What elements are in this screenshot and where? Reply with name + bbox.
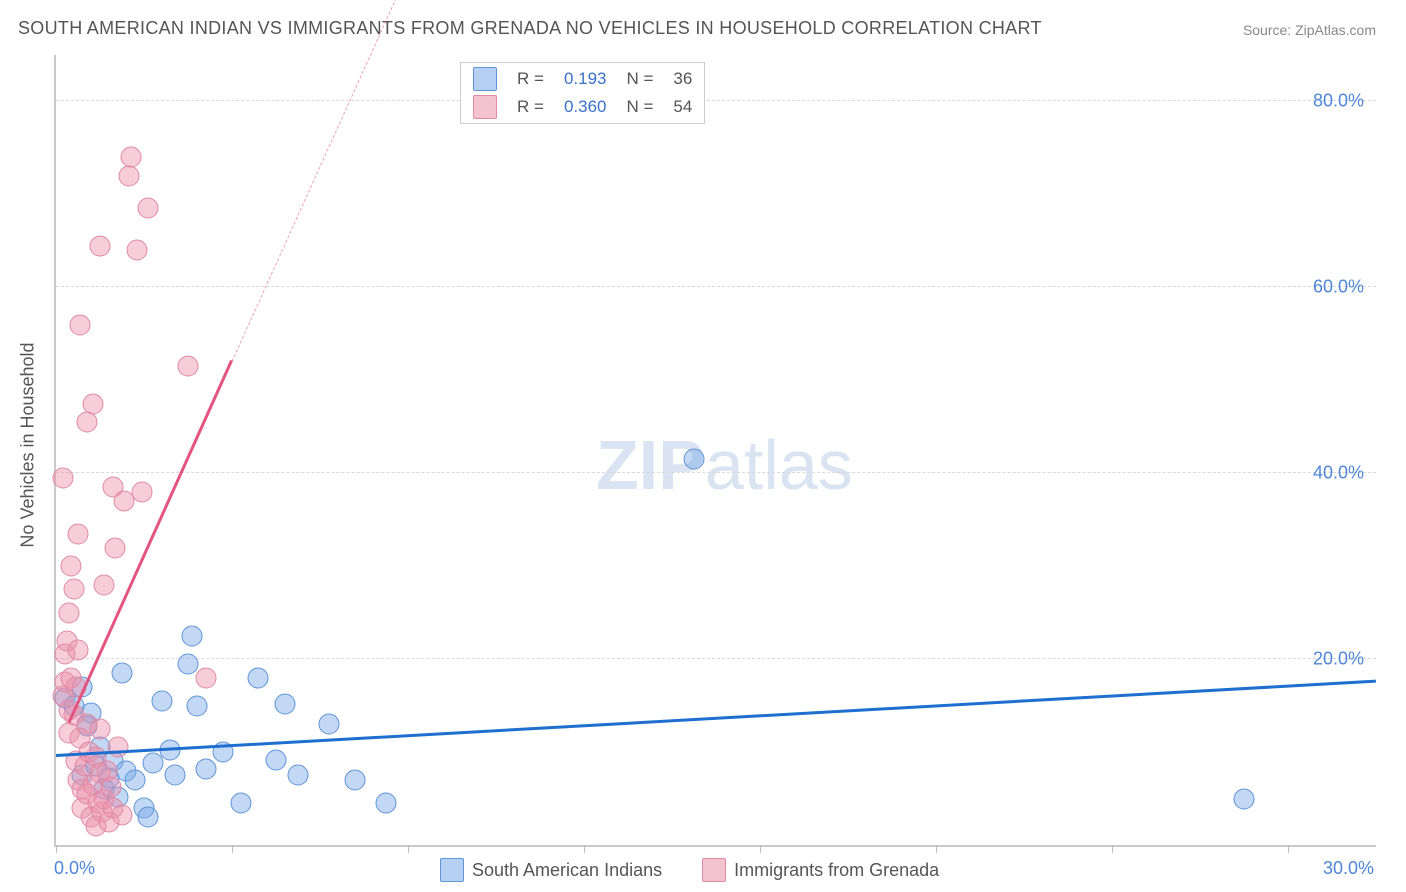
data-point xyxy=(178,356,199,377)
trend-line xyxy=(232,0,418,361)
data-point xyxy=(138,198,159,219)
x-end-label: 30.0% xyxy=(1323,858,1374,879)
legend-series: South American Indians Immigrants from Gr… xyxy=(440,858,979,887)
legend-stats-row: R =0.360N =54 xyxy=(463,93,702,121)
legend-n-value: 54 xyxy=(663,93,702,121)
data-point xyxy=(1234,788,1255,809)
data-point xyxy=(90,718,111,739)
legend-swatch xyxy=(473,67,497,91)
legend-swatch xyxy=(473,95,497,119)
legend-n-label: N = xyxy=(616,93,663,121)
data-point xyxy=(195,758,216,779)
legend-n-label: N = xyxy=(616,65,663,93)
data-point xyxy=(164,765,185,786)
data-point xyxy=(118,165,139,186)
data-point xyxy=(131,481,152,502)
data-point xyxy=(101,777,122,798)
watermark-atlas: atlas xyxy=(705,426,853,504)
data-point xyxy=(52,467,73,488)
data-point xyxy=(186,695,207,716)
x-tick xyxy=(408,845,409,853)
data-point xyxy=(105,537,126,558)
legend-r-label: R = xyxy=(507,65,554,93)
legend-n-value: 36 xyxy=(663,65,702,93)
y-axis-label: No Vehicles in Household xyxy=(18,342,39,547)
data-point xyxy=(63,579,84,600)
data-point xyxy=(112,805,133,826)
legend-series-item: Immigrants from Grenada xyxy=(702,858,939,882)
legend-series-label: South American Indians xyxy=(472,860,662,881)
data-point xyxy=(230,793,251,814)
legend-r-value: 0.193 xyxy=(554,65,617,93)
legend-stats-row: R =0.193N =36 xyxy=(463,65,702,93)
chart-plot-area: ZIPatlas 20.0% 40.0% 60.0% 80.0% xyxy=(54,55,1376,847)
y-tick-label: 60.0% xyxy=(1313,277,1364,298)
legend-swatch xyxy=(440,858,464,882)
data-point xyxy=(125,769,146,790)
data-point xyxy=(195,667,216,688)
data-point xyxy=(68,639,89,660)
data-point xyxy=(120,147,141,168)
data-point xyxy=(151,690,172,711)
data-point xyxy=(182,625,203,646)
legend-series-label: Immigrants from Grenada xyxy=(734,860,939,881)
chart-title: SOUTH AMERICAN INDIAN VS IMMIGRANTS FROM… xyxy=(18,18,1042,39)
watermark: ZIPatlas xyxy=(596,425,853,505)
data-point xyxy=(83,393,104,414)
source-attribution: Source: ZipAtlas.com xyxy=(1243,22,1376,38)
data-point xyxy=(94,574,115,595)
gridline xyxy=(56,100,1376,101)
data-point xyxy=(127,240,148,261)
data-point xyxy=(142,753,163,774)
data-point xyxy=(318,714,339,735)
data-point xyxy=(684,449,705,470)
x-tick xyxy=(1288,845,1289,853)
x-origin-label: 0.0% xyxy=(54,858,95,879)
data-point xyxy=(345,769,366,790)
data-point xyxy=(90,235,111,256)
data-point xyxy=(70,314,91,335)
x-tick xyxy=(1112,845,1113,853)
data-point xyxy=(138,807,159,828)
trend-line xyxy=(56,679,1376,756)
legend-r-value: 0.360 xyxy=(554,93,617,121)
data-point xyxy=(178,653,199,674)
legend-stats-box: R =0.193N =36R =0.360N =54 xyxy=(460,62,705,124)
data-point xyxy=(61,556,82,577)
legend-swatch xyxy=(702,858,726,882)
x-tick xyxy=(584,845,585,853)
gridline xyxy=(56,472,1376,473)
x-tick xyxy=(936,845,937,853)
y-tick-label: 80.0% xyxy=(1313,91,1364,112)
legend-r-label: R = xyxy=(507,93,554,121)
data-point xyxy=(274,693,295,714)
data-point xyxy=(76,412,97,433)
legend-series-item: South American Indians xyxy=(440,858,662,882)
y-tick-label: 20.0% xyxy=(1313,649,1364,670)
x-tick xyxy=(232,845,233,853)
gridline xyxy=(56,286,1376,287)
data-point xyxy=(376,793,397,814)
x-tick xyxy=(760,845,761,853)
data-point xyxy=(68,523,89,544)
data-point xyxy=(288,765,309,786)
gridline xyxy=(56,658,1376,659)
data-point xyxy=(107,737,128,758)
x-tick xyxy=(56,845,57,853)
data-point xyxy=(266,749,287,770)
data-point xyxy=(248,667,269,688)
y-tick-label: 40.0% xyxy=(1313,463,1364,484)
data-point xyxy=(59,602,80,623)
data-point xyxy=(112,663,133,684)
